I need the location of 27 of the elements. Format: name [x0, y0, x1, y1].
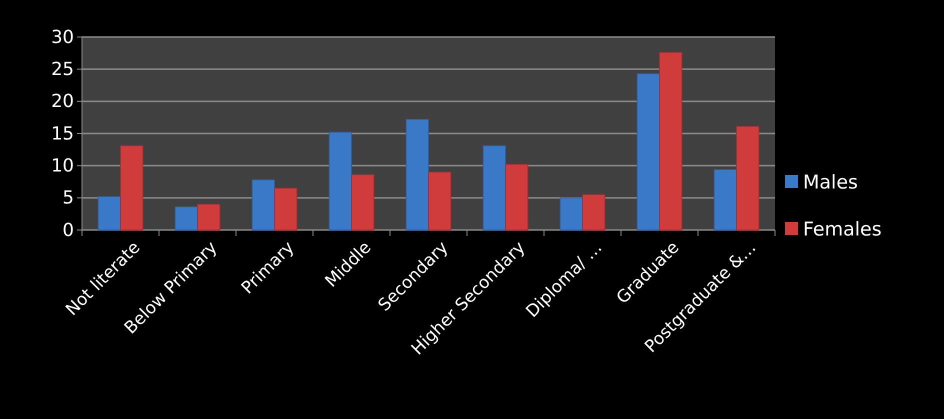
bar [120, 145, 144, 230]
bar [197, 204, 220, 230]
bar [406, 118, 429, 230]
bar [505, 164, 528, 230]
y-tick-label: 5 [62, 188, 74, 209]
bar [714, 169, 737, 230]
bar [174, 206, 198, 230]
y-tick-label: 15 [51, 123, 74, 144]
y-tick-label: 20 [51, 91, 74, 112]
bar [560, 197, 583, 230]
y-tick-label: 0 [62, 220, 74, 241]
y-tick-label: 10 [51, 155, 74, 176]
bar [582, 194, 606, 230]
y-tick-label: 25 [51, 58, 74, 80]
bar [428, 172, 452, 230]
bar [274, 188, 298, 230]
bar [636, 73, 660, 230]
bar [736, 126, 760, 230]
bar [98, 196, 121, 230]
y-tick-label: 30 [51, 26, 74, 48]
bar [328, 132, 352, 230]
legend-label: Males [803, 172, 858, 194]
bar [659, 52, 682, 230]
legend-label: Females [803, 218, 882, 241]
bar [252, 179, 275, 230]
bar [482, 145, 506, 230]
bar [351, 174, 374, 230]
